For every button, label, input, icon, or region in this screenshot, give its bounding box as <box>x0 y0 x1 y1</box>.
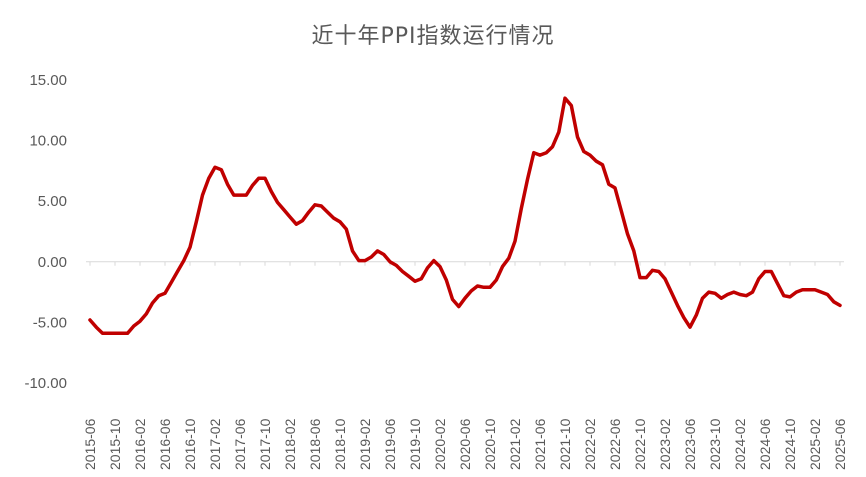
x-tick-label: 2016-10 <box>182 418 198 470</box>
x-tick-label: 2019-10 <box>407 418 423 470</box>
x-tick-label: 2019-02 <box>357 418 373 470</box>
x-tick-label: 2022-10 <box>632 418 648 470</box>
x-tick-label: 2017-10 <box>257 418 273 470</box>
x-tick-label: 2024-06 <box>757 418 773 470</box>
y-tick-label: 5.00 <box>38 193 67 210</box>
x-tick-label: 2022-06 <box>607 418 623 470</box>
x-tick-label: 2018-10 <box>332 418 348 470</box>
x-tick-label: 2017-02 <box>207 418 223 470</box>
y-tick-label: 15.00 <box>29 72 67 89</box>
ppi-series-line <box>88 96 842 336</box>
y-tick-label: -10.00 <box>24 375 67 392</box>
x-tick-label: 2015-06 <box>82 418 98 470</box>
x-tick-label: 2023-06 <box>682 418 698 470</box>
y-tick-label: 10.00 <box>29 133 67 150</box>
x-tick-label: 2020-10 <box>482 418 498 470</box>
x-tick-label: 2022-02 <box>582 418 598 470</box>
y-axis: -10.00 -5.00 0.00 5.00 10.00 15.00 <box>24 72 67 392</box>
x-tick-label: 2020-02 <box>432 418 448 470</box>
x-tick-label: 2017-06 <box>232 418 248 470</box>
x-tick-label: 2025-02 <box>807 418 823 470</box>
x-tick-label: 2018-02 <box>282 418 298 470</box>
x-tick-label: 2023-10 <box>707 418 723 470</box>
x-tick-label: 2020-06 <box>457 418 473 470</box>
x-tick-label: 2016-02 <box>132 418 148 470</box>
x-tick-label: 2021-02 <box>507 418 523 470</box>
y-tick-label: 0.00 <box>38 254 67 271</box>
x-tick-label: 2024-02 <box>732 418 748 470</box>
x-tick-label: 2021-06 <box>532 418 548 470</box>
x-tick-label: 2024-10 <box>782 418 798 470</box>
x-tick-label: 2021-10 <box>557 418 573 470</box>
y-tick-label: -5.00 <box>33 314 67 331</box>
series-group <box>88 96 842 336</box>
x-axis <box>86 261 844 266</box>
x-tick-label: 2015-10 <box>107 418 123 470</box>
x-tick-label: 2019-06 <box>382 418 398 470</box>
x-tick-label: 2023-02 <box>657 418 673 470</box>
x-tick-label: 2025-06 <box>832 418 848 470</box>
x-tick-labels: 2015-06 2015-10 2016-02 2016-06 2016-10 2017-… <box>82 418 848 470</box>
x-tick-label: 2018-06 <box>307 418 323 470</box>
chart-title: 近十年PPI指数运行情况 <box>311 24 555 49</box>
x-tick-label: 2016-06 <box>157 418 173 470</box>
